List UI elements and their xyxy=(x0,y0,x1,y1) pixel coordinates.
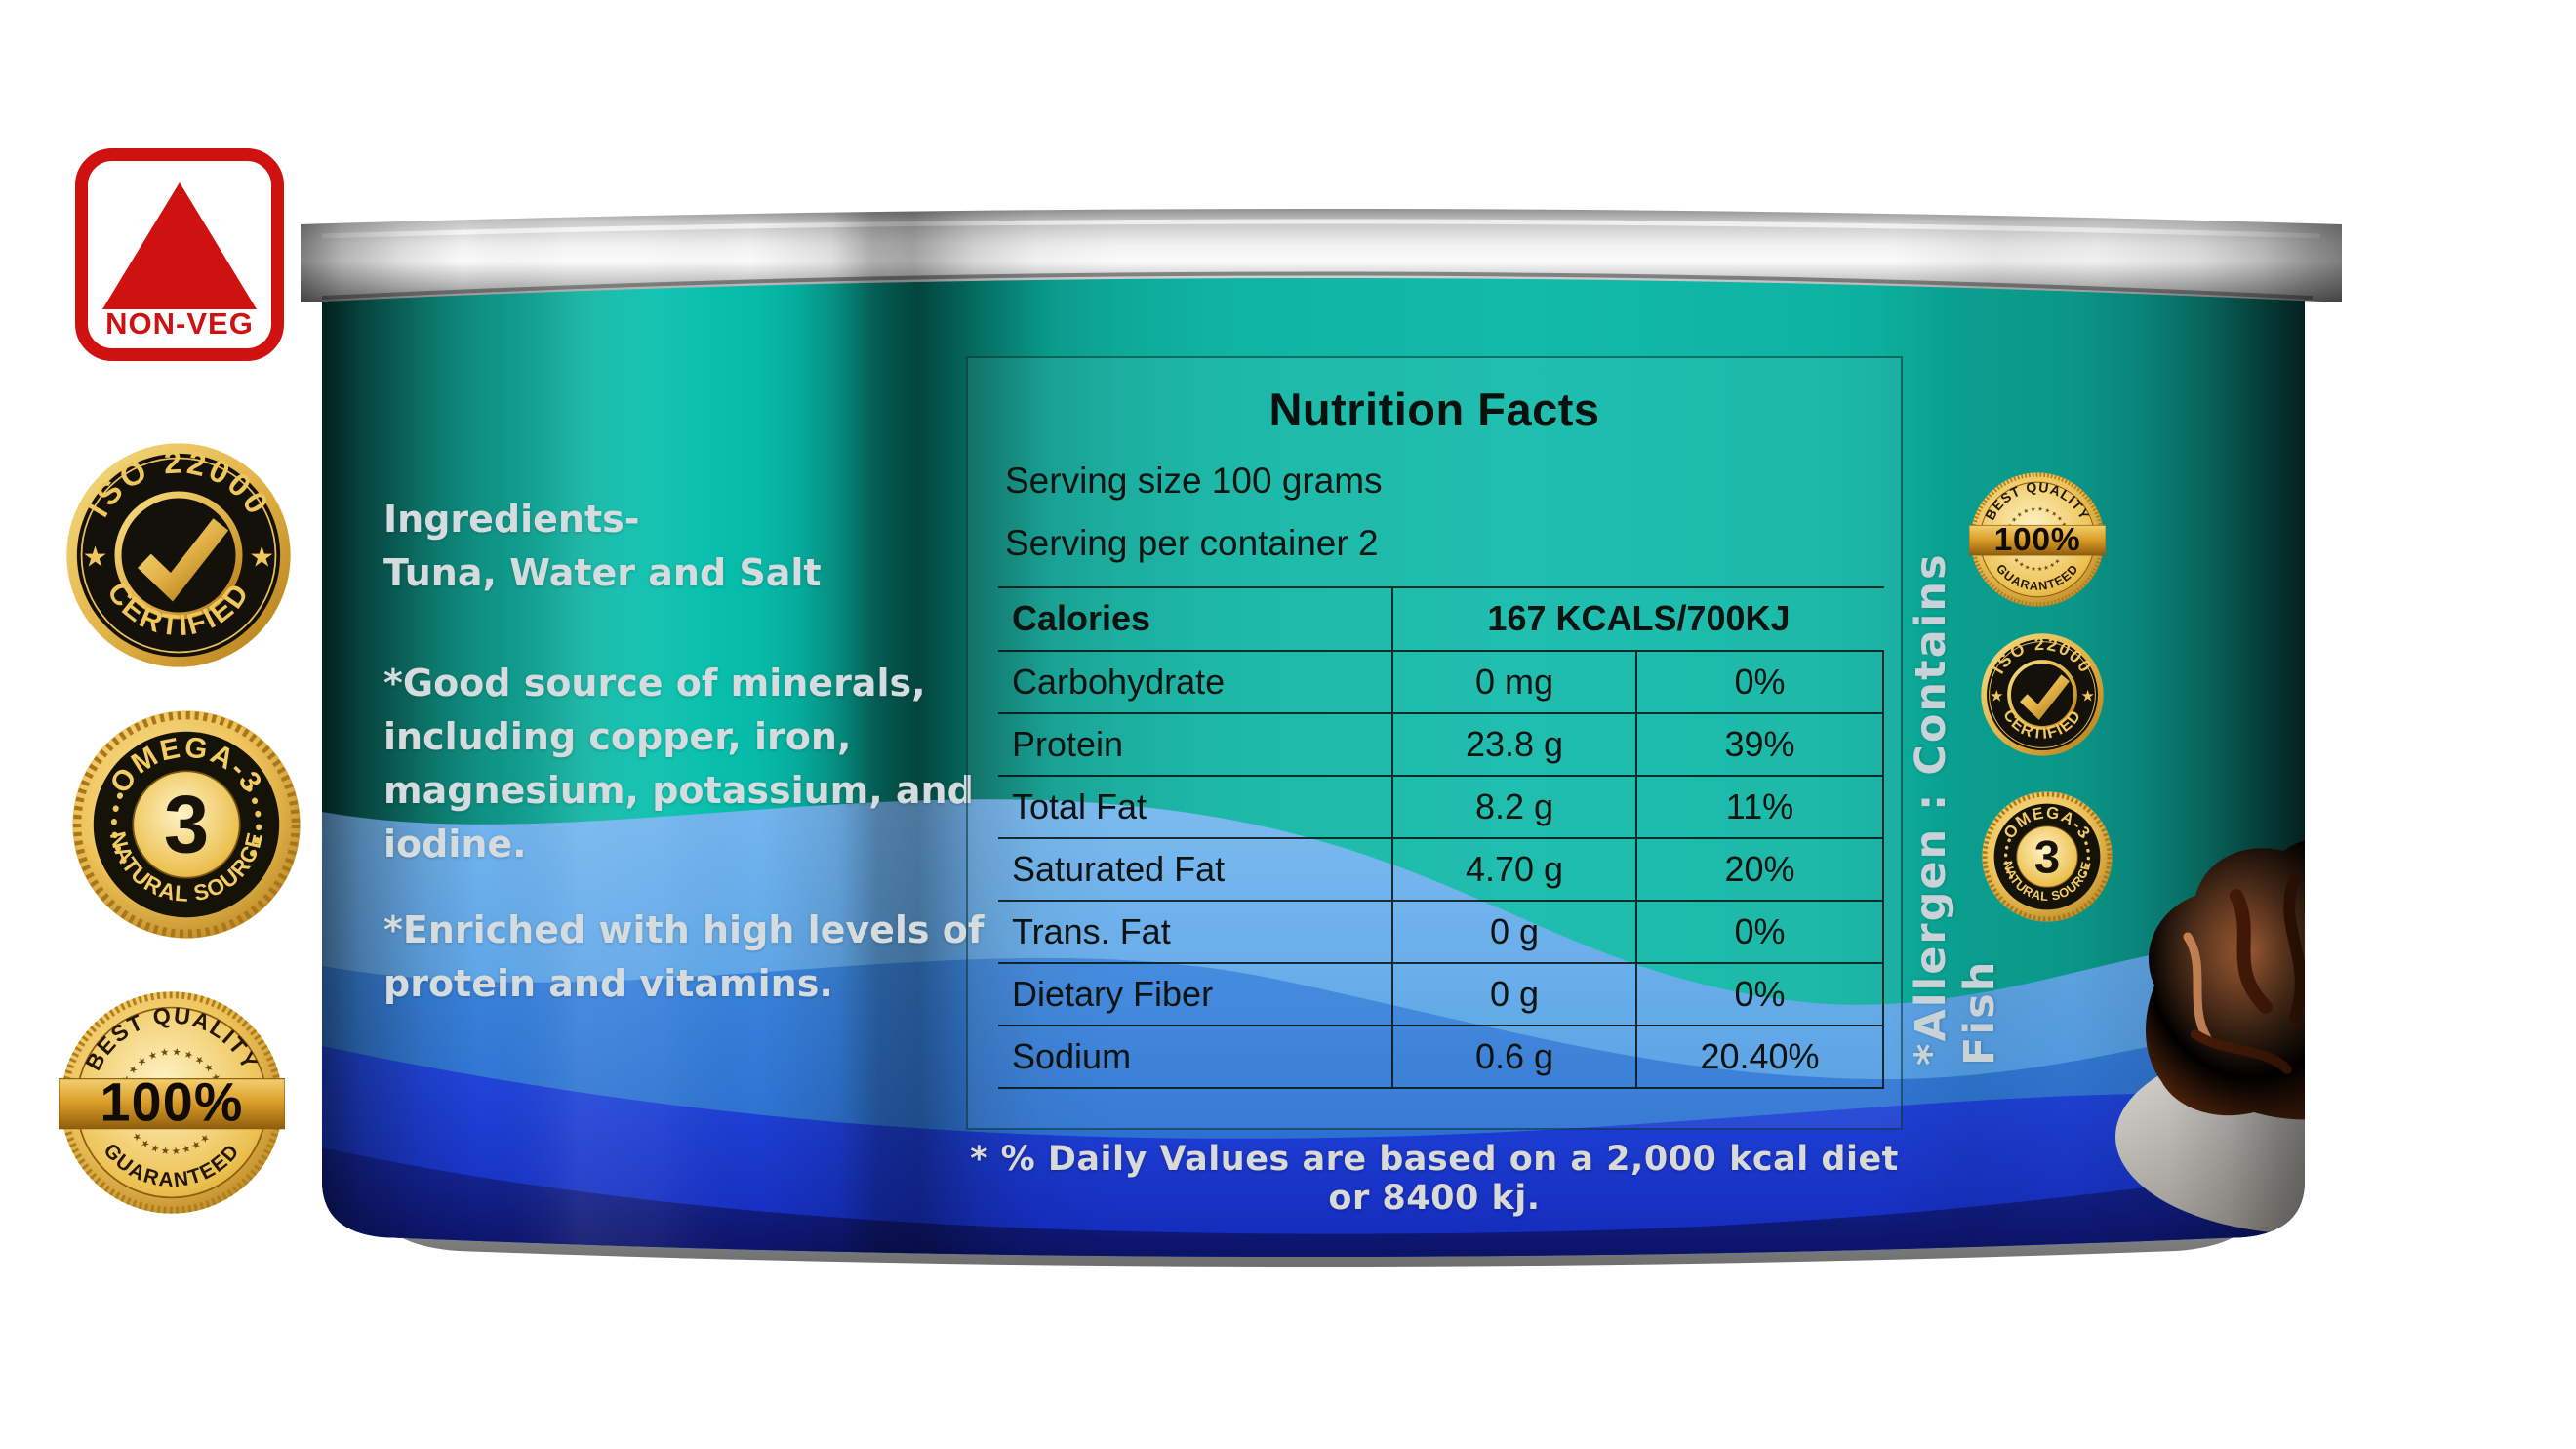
nutrition-table: Calories 167 KCALS/700KJ Carbohydrate 0 … xyxy=(998,586,1884,1089)
ingredients-block: Ingredients- Tuna, Water and Salt *Good … xyxy=(383,493,993,1011)
claim-minerals: *Good source of minerals, including copp… xyxy=(383,662,974,866)
star-icon: ★ xyxy=(2081,688,2095,704)
non-veg-badge: NON-VEG xyxy=(75,148,284,361)
nutrient-amount: 0 g xyxy=(1391,964,1635,1025)
nutrient-amount: 23.8 g xyxy=(1391,714,1635,775)
nutrient-amount: 0 mg xyxy=(1391,652,1635,712)
dot-arc xyxy=(2081,834,2090,879)
non-veg-triangle-icon xyxy=(102,182,257,309)
table-row: Dietary Fiber 0 g 0% xyxy=(998,962,1884,1025)
can-lid xyxy=(301,209,2342,302)
nutrient-dv: 0% xyxy=(1635,964,1884,1025)
nutrient-dv: 20% xyxy=(1635,839,1884,900)
nutrient-dv: 0% xyxy=(1635,652,1884,712)
dot-arc xyxy=(246,785,262,864)
table-row: Carbohydrate 0 mg 0% xyxy=(998,650,1884,712)
table-row: Total Fat 8.2 g 11% xyxy=(998,775,1884,837)
calories-value: 167 KCALS/700KJ xyxy=(1391,588,1884,650)
claim-protein: *Enriched with high levels of protein an… xyxy=(383,907,985,1005)
nutrient-amount: 0.6 g xyxy=(1391,1026,1635,1087)
star-icon: ★ xyxy=(82,543,107,574)
nutrient-label: Total Fat xyxy=(1012,786,1147,826)
iso-22000-badge: ISO 22000 CERTIFIED ★ ★ xyxy=(64,441,293,674)
omega-3-badge: OMEGA-3 NATURAL SOURCE 3 xyxy=(70,708,302,946)
dot-arc xyxy=(110,785,127,864)
dot-arc xyxy=(2004,834,2013,879)
quality-badge-center: 100% xyxy=(100,1072,243,1133)
omega-3-badge-small: OMEGA-3 NATURAL SOURCE 3 xyxy=(1981,790,2113,928)
nutrient-label: Saturated Fat xyxy=(1012,849,1226,889)
serving-size: Serving size 100 grams xyxy=(1005,461,1383,501)
omega-badge-number: 3 xyxy=(2034,831,2060,883)
serving-per-container: Serving per container 2 xyxy=(1005,523,1379,563)
best-quality-badge: ★★★★★★★★★★ 100% BEST QUALITY GUARANTEED … xyxy=(58,989,286,1221)
iso-22000-badge-small: ISO 22000 CERTIFIED ★ ★ xyxy=(1980,632,2105,762)
ingredients-title: Ingredients- xyxy=(383,498,640,541)
nutrition-facts-panel xyxy=(966,356,1903,1130)
nutrient-amount: 4.70 g xyxy=(1391,839,1635,900)
calories-label: Calories xyxy=(1012,598,1151,638)
nutrient-label: Trans. Fat xyxy=(1012,911,1171,951)
nutrient-label: Protein xyxy=(1012,724,1124,764)
best-quality-badge-small: ★★★★★★★★★★ 100% BEST QUALITY GUARANTEED … xyxy=(1968,471,2107,613)
non-veg-label: NON-VEG xyxy=(105,306,254,341)
nutrient-amount: 8.2 g xyxy=(1391,777,1635,837)
table-bottom-border xyxy=(998,1087,1884,1089)
nutrient-amount: 0 g xyxy=(1391,902,1635,962)
table-row: Saturated Fat 4.70 g 20% xyxy=(998,837,1884,900)
table-row: Trans. Fat 0 g 0% xyxy=(998,900,1884,962)
nutrient-dv: 39% xyxy=(1635,714,1884,775)
table-row: Sodium 0.6 g 20.40% xyxy=(998,1025,1884,1087)
daily-values-footnote: * % Daily Values are based on a 2,000 kc… xyxy=(970,1140,1899,1218)
nutrient-label: Carbohydrate xyxy=(1012,662,1226,702)
nutrient-dv: 20.40% xyxy=(1635,1026,1884,1087)
ingredients-value: Tuna, Water and Salt xyxy=(383,551,822,595)
can-shading-overlay xyxy=(322,262,2305,1257)
checkmark-icon xyxy=(2020,674,2070,721)
star-icon: ★ xyxy=(1990,688,2003,704)
nutrient-dv: 11% xyxy=(1635,777,1884,837)
nutrient-label: Dietary Fiber xyxy=(1012,974,1214,1014)
star-icon: ★ xyxy=(249,543,274,574)
nutrient-dv: 0% xyxy=(1635,902,1884,962)
quality-badge-center: 100% xyxy=(1994,522,2081,558)
nutrient-label: Sodium xyxy=(1012,1036,1132,1076)
omega-badge-number: 3 xyxy=(164,780,209,870)
nutrition-facts-title: Nutrition Facts xyxy=(1268,383,1600,435)
table-row: Protein 23.8 g 39% xyxy=(998,712,1884,775)
table-row-calories: Calories 167 KCALS/700KJ xyxy=(998,586,1884,650)
checkmark-icon xyxy=(138,518,229,602)
